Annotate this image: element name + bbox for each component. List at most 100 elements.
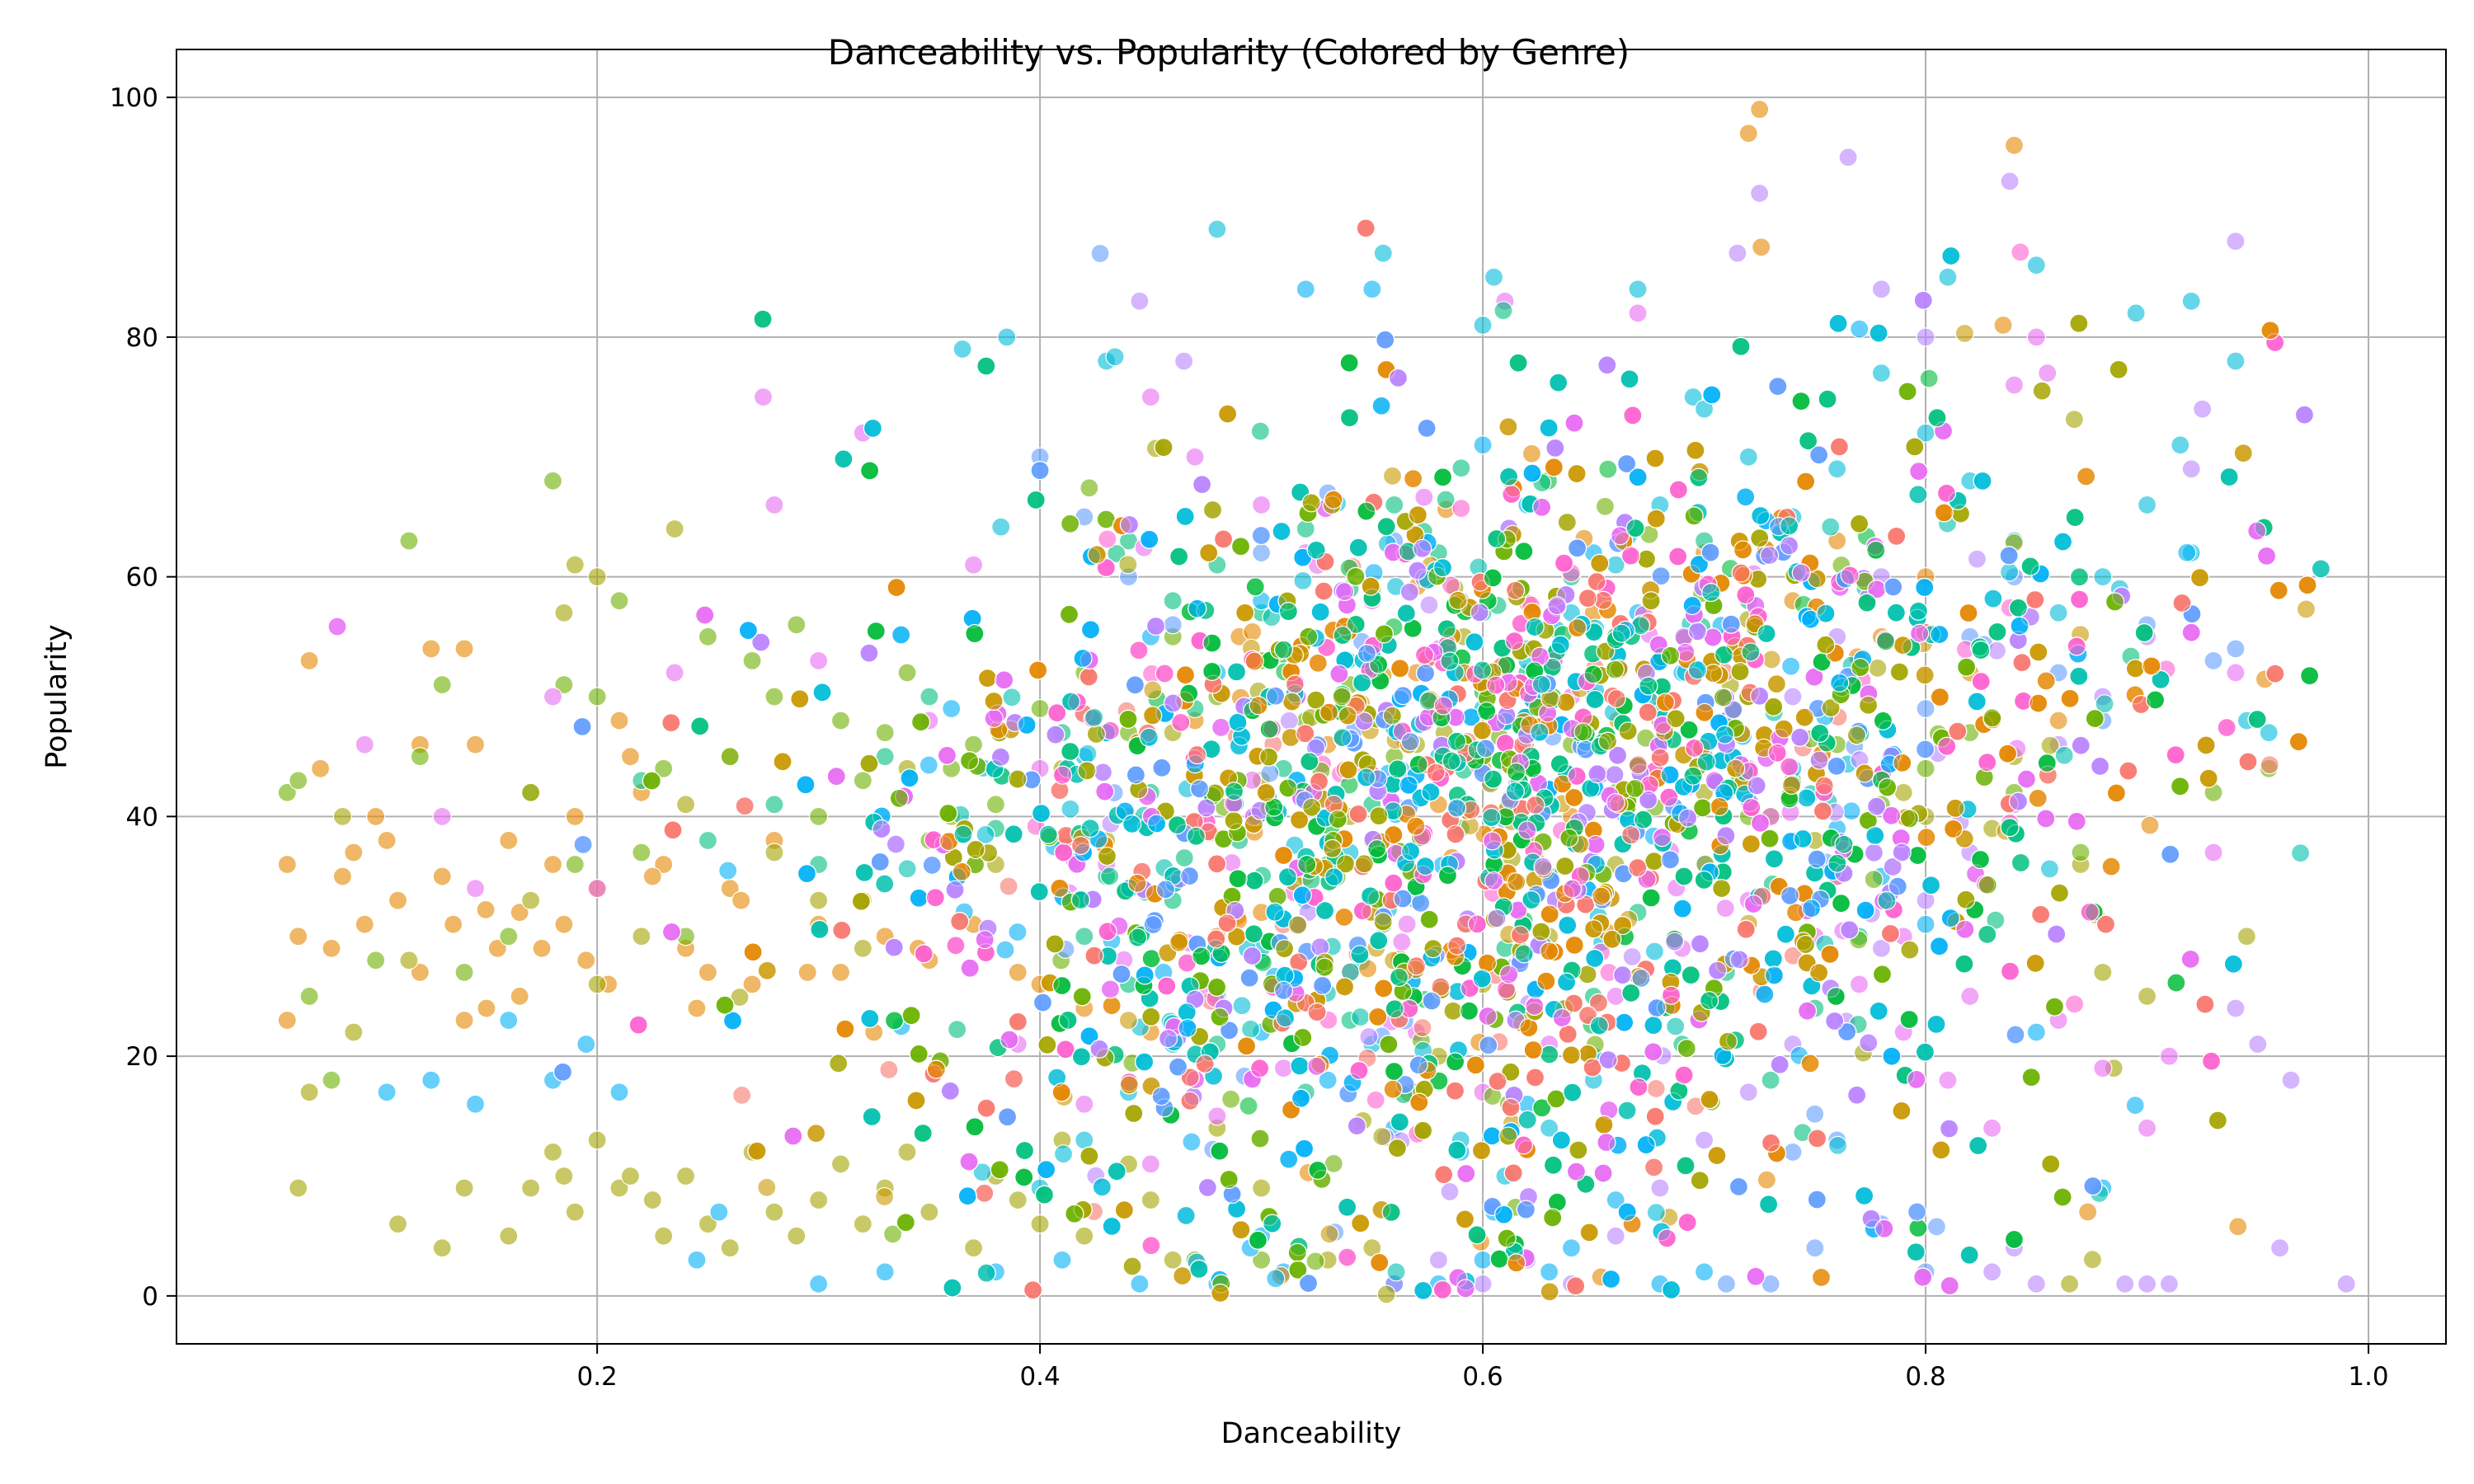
data-point — [1959, 603, 1978, 623]
data-point — [1622, 946, 1642, 967]
data-point — [1805, 1104, 1825, 1124]
data-point — [388, 1214, 408, 1234]
data-point — [1390, 659, 1410, 679]
data-point — [1917, 828, 1936, 848]
data-point — [720, 1238, 740, 1258]
data-point — [399, 531, 419, 551]
data-point — [1054, 843, 1074, 862]
data-point — [997, 1107, 1018, 1127]
data-point — [1818, 389, 1837, 409]
data-point — [2064, 994, 2085, 1014]
data-point — [1938, 1070, 1958, 1090]
data-point — [1934, 503, 1954, 523]
data-point — [1279, 1149, 1299, 1169]
data-point — [476, 899, 496, 920]
data-point — [2281, 1070, 2301, 1090]
data-point — [2004, 135, 2025, 155]
data-point — [1558, 915, 1578, 935]
data-point — [1558, 1024, 1578, 1044]
data-point — [2296, 599, 2316, 619]
data-point — [1251, 1178, 1272, 1198]
data-point — [1522, 463, 1542, 483]
data-point — [2026, 327, 2046, 347]
data-point — [477, 998, 496, 1018]
data-point — [1290, 810, 1310, 830]
data-point — [1105, 347, 1125, 367]
data-point — [388, 890, 408, 910]
data-point — [1368, 1007, 1388, 1026]
data-point — [1477, 701, 1497, 721]
data-point — [1793, 829, 1813, 849]
data-point — [1053, 1144, 1074, 1164]
data-point — [1993, 315, 2013, 335]
data-point — [1517, 1110, 1537, 1129]
data-point — [1821, 697, 1841, 718]
data-point — [565, 1202, 585, 1222]
data-point — [609, 711, 629, 730]
data-point — [1702, 385, 1722, 405]
data-point — [1617, 453, 1637, 474]
data-point — [1362, 279, 1382, 299]
data-point — [654, 1226, 674, 1246]
data-point — [1141, 1154, 1160, 1174]
data-point — [1888, 876, 1907, 896]
data-point — [1668, 480, 1688, 500]
data-point — [2236, 927, 2256, 946]
data-point — [1615, 1012, 1634, 1032]
data-point — [327, 617, 347, 636]
data-point — [366, 806, 386, 826]
data-point — [1930, 687, 1950, 707]
data-point — [1219, 1021, 1239, 1040]
data-point — [1907, 1202, 1927, 1222]
data-point — [920, 687, 939, 707]
data-point — [454, 962, 474, 982]
data-point — [1465, 1055, 1485, 1075]
data-point — [1514, 542, 1534, 561]
data-point — [289, 927, 308, 946]
data-point — [1647, 998, 1667, 1018]
data-point — [1694, 1262, 1714, 1282]
data-point — [2101, 857, 2121, 876]
data-point — [2137, 1118, 2157, 1138]
data-point — [1379, 1035, 1399, 1054]
data-point — [2039, 859, 2060, 879]
data-point — [554, 1166, 574, 1186]
data-point — [757, 1177, 777, 1197]
data-point — [1273, 1059, 1294, 1078]
data-point — [587, 567, 607, 587]
data-point — [520, 782, 541, 802]
data-point — [432, 806, 452, 826]
data-point — [1629, 1077, 1649, 1097]
data-point — [1728, 243, 1747, 263]
data-point — [1373, 912, 1393, 932]
data-point — [1473, 1274, 1493, 1294]
data-point — [299, 986, 319, 1007]
data-point — [1079, 1146, 1099, 1166]
data-point — [465, 1094, 486, 1114]
data-point — [965, 624, 985, 644]
data-point — [1854, 1186, 1874, 1205]
data-point — [465, 735, 486, 754]
data-point — [1864, 843, 1884, 862]
data-point — [1960, 986, 1980, 1007]
data-point — [1135, 965, 1155, 985]
data-point — [1086, 724, 1107, 744]
data-point — [1467, 914, 1487, 934]
data-point — [1451, 458, 1471, 478]
data-point — [587, 1130, 607, 1150]
data-point — [2260, 321, 2280, 340]
data-point — [1192, 475, 1212, 495]
data-point — [1598, 459, 1618, 479]
data-point — [1651, 566, 1671, 586]
data-point — [576, 951, 596, 970]
data-point — [366, 951, 386, 970]
data-point — [1959, 1245, 1979, 1265]
data-point — [1849, 974, 1870, 994]
data-point — [2298, 575, 2317, 595]
data-point — [1522, 444, 1541, 463]
data-point — [2071, 735, 2091, 755]
data-point — [1272, 521, 1291, 542]
data-point — [2012, 653, 2032, 673]
data-point — [753, 387, 774, 407]
data-point — [2032, 381, 2052, 401]
